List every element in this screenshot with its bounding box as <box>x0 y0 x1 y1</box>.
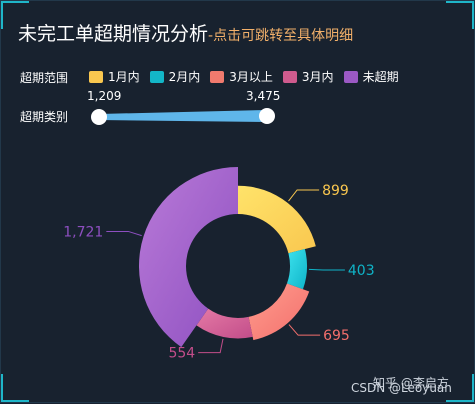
category-filter-label: 超期类别 <box>20 110 69 124</box>
legend-label: 1月内 <box>108 70 140 84</box>
corner-decoration-top-right <box>446 1 474 29</box>
legend-item-4[interactable]: 3月内 <box>282 68 334 85</box>
slice-value-label: 695 <box>323 328 350 344</box>
chart-title-main: 未完工单超期情况分析 <box>18 23 209 45</box>
legend-item-2[interactable]: 2月内 <box>149 68 201 85</box>
slice-leader-line <box>288 189 320 202</box>
legend-swatch <box>343 70 358 83</box>
pie-slice[interactable] <box>286 249 307 290</box>
slider-handle-max[interactable] <box>259 108 275 124</box>
chart-subtitle-link[interactable]: -点击可跳转至具体明细 <box>208 28 354 44</box>
legend-item-1[interactable]: 1月内 <box>89 68 140 85</box>
legend-label: 3月内 <box>301 70 334 84</box>
legend-item-3[interactable]: 3月以上 <box>210 68 273 85</box>
legend-label: 未超期 <box>362 70 399 84</box>
legend-swatch <box>89 70 103 83</box>
corner-decoration-bottom-right <box>446 374 474 402</box>
legend-swatch <box>282 70 297 83</box>
legend-swatch <box>210 70 225 83</box>
slice-leader-line <box>308 268 345 271</box>
watermark-zhihu: 知乎 @李启方 <box>373 376 449 390</box>
pie-slice[interactable] <box>138 167 238 348</box>
visual-map-range-bar <box>99 110 267 122</box>
corner-decoration-bottom-left <box>1 374 29 402</box>
slider-min-value: 1,209 <box>87 89 122 103</box>
slice-leader-line <box>198 338 224 354</box>
range-filter-label: 超期范围 <box>20 71 69 85</box>
legend-label: 2月内 <box>168 70 201 84</box>
slice-value-label: 899 <box>322 183 349 199</box>
legend-item-5[interactable]: 未超期 <box>343 68 399 85</box>
slider-handle-min[interactable] <box>91 109 107 125</box>
pie-slice[interactable] <box>238 185 316 254</box>
slice-value-label: 403 <box>348 263 375 279</box>
slice-leader-line <box>106 230 142 237</box>
slider-max-value: 3,475 <box>246 89 281 103</box>
slice-value-label: 554 <box>168 346 195 362</box>
watermark-csdn: CSDN @Leoyuan <box>351 381 452 395</box>
chart-title: 未完工单超期情况分析-点击可跳转至具体明细 <box>18 19 353 46</box>
legend-swatch <box>149 70 164 83</box>
legend: 1月内 2月内 3月以上 3月内 未超期 <box>89 68 409 85</box>
pie-slice[interactable] <box>196 308 253 339</box>
corner-decoration-top-left <box>1 1 29 29</box>
legend-label: 3月以上 <box>229 70 273 84</box>
slice-leader-line <box>288 324 321 336</box>
pie-slice[interactable] <box>248 283 310 341</box>
slice-value-label: 1,721 <box>63 224 103 240</box>
